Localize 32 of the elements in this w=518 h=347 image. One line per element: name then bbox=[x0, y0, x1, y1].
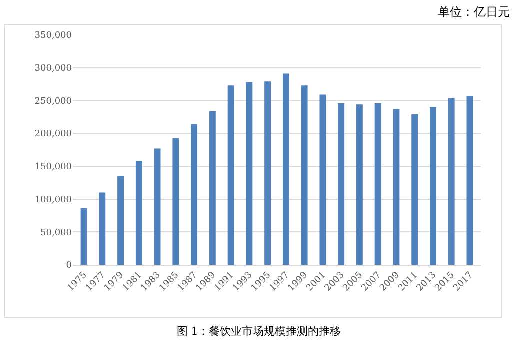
bar bbox=[301, 86, 308, 265]
bar bbox=[136, 161, 142, 265]
bar bbox=[118, 176, 124, 265]
bar bbox=[448, 98, 455, 265]
bar bbox=[430, 107, 436, 265]
caption: 图 1：餐饮业市场规模推测的推移 bbox=[176, 324, 342, 339]
y-tick-label: 350,000 bbox=[34, 31, 72, 42]
bar bbox=[374, 103, 382, 265]
bar bbox=[393, 109, 400, 265]
y-tick-label: 0 bbox=[66, 261, 72, 272]
text: 单位：亿日元 bbox=[438, 4, 510, 21]
y-tick-label: 150,000 bbox=[34, 162, 72, 173]
bar bbox=[172, 138, 180, 265]
bar bbox=[264, 82, 272, 265]
y-tick-label: 300,000 bbox=[34, 64, 72, 74]
bar bbox=[282, 74, 290, 265]
bar bbox=[154, 148, 161, 265]
y-tick-label: 200,000 bbox=[34, 130, 72, 140]
bar bbox=[209, 111, 216, 265]
bar bbox=[99, 192, 106, 265]
bar bbox=[246, 82, 253, 265]
y-tick-label: 100,000 bbox=[34, 195, 72, 206]
bar bbox=[228, 86, 234, 265]
bar bbox=[356, 104, 363, 265]
bar bbox=[191, 124, 198, 265]
y-tick-label: 50,000 bbox=[40, 228, 72, 238]
bar bbox=[320, 94, 326, 265]
y-tick-label: 250,000 bbox=[34, 96, 72, 107]
bar bbox=[338, 103, 345, 265]
bar bbox=[412, 114, 418, 265]
bar bbox=[466, 96, 474, 265]
bar bbox=[80, 208, 88, 265]
